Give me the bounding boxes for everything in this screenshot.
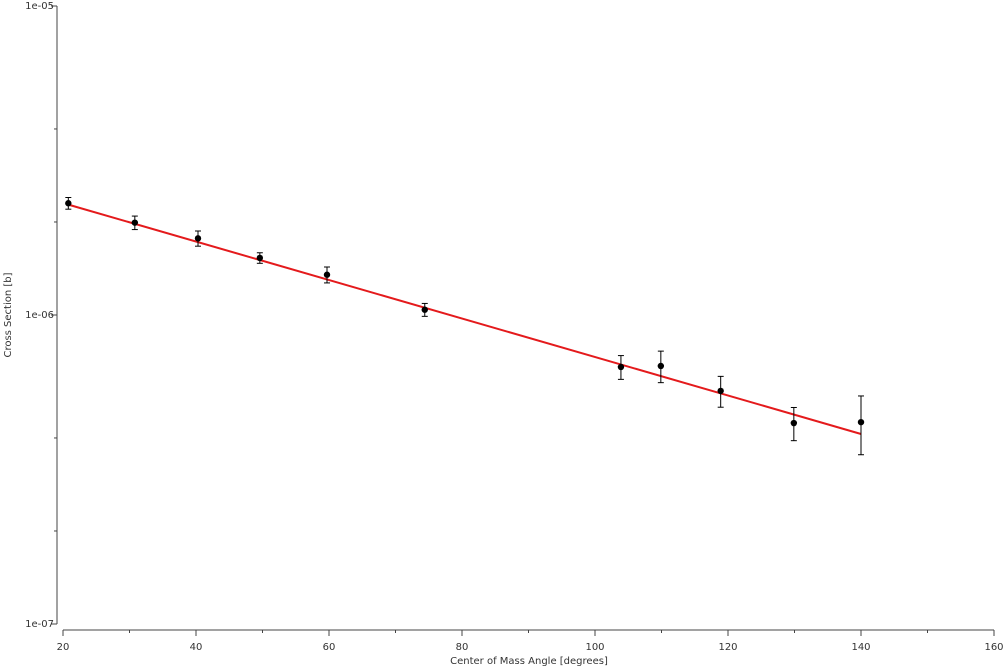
data-point <box>256 254 264 262</box>
data-point <box>790 419 798 427</box>
data-point <box>131 219 139 226</box>
x-tick-label: 20 <box>57 642 70 653</box>
data-point <box>617 363 625 371</box>
data-point <box>323 271 331 278</box>
data-point <box>65 200 72 207</box>
x-axis-label: Center of Mass Angle [degrees] <box>450 656 608 667</box>
x-tick-label: 40 <box>190 642 203 653</box>
fit-line <box>69 204 862 435</box>
data-point <box>857 418 865 426</box>
x-tick-label: 160 <box>984 642 1003 653</box>
data-point <box>657 362 665 370</box>
y-tick-label: 1e-05 <box>25 1 54 12</box>
y-tick-label: 1e-07 <box>25 619 54 630</box>
y-tick-label: 1e-06 <box>25 310 54 321</box>
data-point <box>421 306 428 313</box>
x-tick-label: 100 <box>585 642 604 653</box>
x-tick-label: 60 <box>323 642 336 653</box>
y-axis-label: Cross Section [b] <box>3 272 14 357</box>
data-point <box>194 235 202 242</box>
data-point <box>717 387 724 395</box>
x-tick-label: 120 <box>718 642 737 653</box>
x-tick-label: 80 <box>456 642 469 653</box>
x-tick-label: 140 <box>851 642 870 653</box>
